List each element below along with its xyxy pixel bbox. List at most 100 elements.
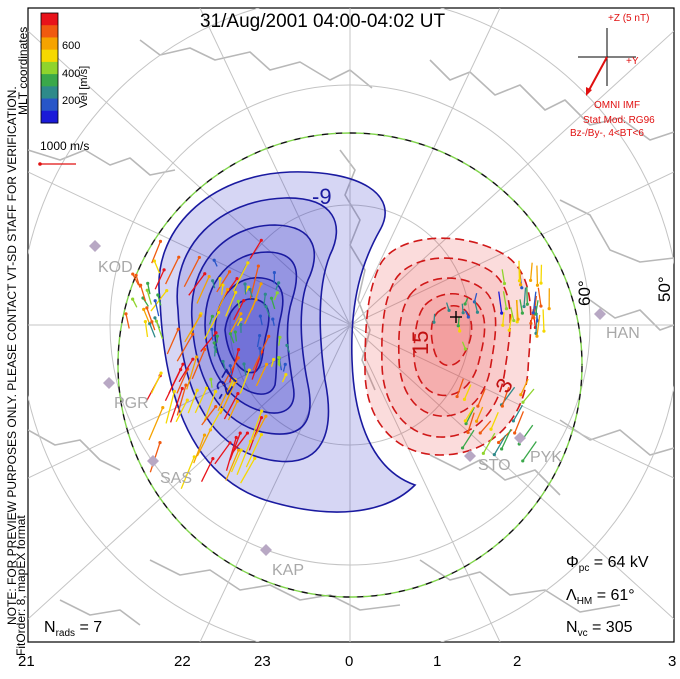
lat-label-50: 50° (655, 276, 674, 302)
velocity-vector-origin (463, 302, 466, 305)
velocity-vector-origin (214, 331, 217, 334)
velocity-vector-origin (463, 398, 466, 401)
velocity-vector-origin (159, 372, 162, 375)
station-label-kod: KOD (98, 259, 133, 276)
velocity-vector-origin (237, 348, 240, 351)
velocity-vector-origin (226, 288, 229, 291)
velocity-vector-origin (539, 282, 542, 285)
velocity-vector-origin (516, 318, 519, 321)
velocity-vector-origin (217, 311, 220, 314)
velocity-vector-origin (161, 406, 164, 409)
velocity-vector-origin (255, 298, 258, 301)
velocity-vector-origin (270, 297, 273, 300)
velocity-vector-origin (458, 329, 461, 332)
velocity-vector-origin (278, 356, 281, 359)
imf-source: OMNI IMF (594, 101, 640, 111)
velocity-vector-origin (181, 363, 184, 366)
velocity-vector-origin (203, 434, 206, 437)
velocity-vector-origin (242, 299, 245, 302)
velocity-vector-origin (142, 308, 145, 311)
velocity-vector-origin (165, 289, 168, 292)
velocity-vector-origin (177, 328, 180, 331)
velocity-vector-origin (211, 457, 214, 460)
velocity-vector-origin (237, 300, 240, 303)
reference-vector-dot (38, 162, 42, 166)
velocity-vector-origin (228, 441, 231, 444)
velocity-vector-origin (464, 422, 467, 425)
velocity-vector-origin (208, 275, 211, 278)
station-label-kap: KAP (272, 562, 304, 579)
velocity-vector-origin (248, 288, 251, 291)
velocity-vector-origin (273, 271, 276, 274)
velocity-vector-origin (284, 373, 287, 376)
coordinates-label: MLT coordinates (17, 5, 29, 115)
velocity-vector-origin (158, 441, 161, 444)
velocity-vector-origin (144, 320, 147, 323)
velocity-vector-origin (211, 315, 214, 318)
velocity-vector-origin (461, 446, 464, 449)
velocity-vector-origin (277, 281, 280, 284)
mlt-tick-2: 2 (513, 654, 521, 669)
velocity-vector-origin (131, 298, 134, 301)
mlt-tick-21: 21 (18, 654, 35, 669)
velocity-vector-origin (501, 404, 504, 407)
velocity-vector-origin (526, 303, 529, 306)
stat-phi-value: = 64 kV (594, 554, 649, 571)
velocity-vector-origin (512, 419, 515, 422)
velocity-vector-origin (539, 304, 542, 307)
velocity-vector-origin (184, 384, 187, 387)
colorbar-swatch (41, 25, 58, 38)
stat-hm-boundary: ΛHM = 61° (566, 588, 635, 607)
velocity-vector-origin (264, 293, 267, 296)
velocity-vector-origin (285, 344, 288, 347)
velocity-vector-origin (179, 368, 182, 371)
velocity-vector-origin (284, 363, 287, 366)
velocity-vector-origin (535, 335, 538, 338)
velocity-vector-origin (508, 329, 511, 332)
imf-y-label: +Y (626, 57, 639, 67)
mlt-tick-0: 0 (345, 654, 353, 669)
velocity-vector-origin (476, 311, 479, 314)
velocity-vector-origin (476, 405, 479, 408)
velocity-vector-origin (214, 405, 217, 408)
velocity-vector (537, 266, 538, 286)
velocity-vector-origin (501, 324, 504, 327)
velocity-vector-origin (155, 320, 158, 323)
velocity-vector-origin (243, 282, 246, 285)
velocity-vector-origin (146, 282, 149, 285)
stat-nrads-sub: rads (56, 628, 75, 639)
stat-radar-count: Nrads = 7 (44, 620, 102, 639)
velocity-vector-origin (264, 415, 267, 418)
velocity-vector-origin (199, 314, 202, 317)
velocity-vector-origin (503, 282, 506, 285)
velocity-vector-origin (489, 428, 492, 431)
velocity-vector-origin (521, 311, 524, 314)
velocity-vector-origin (519, 393, 522, 396)
velocity-vector-origin (479, 431, 482, 434)
stat-nrads-value: = 7 (79, 619, 102, 636)
velocity-vector-origin (257, 264, 260, 267)
velocity-vector-origin (229, 364, 232, 367)
velocity-vector-origin (513, 431, 516, 434)
velocity-vector-origin (186, 398, 189, 401)
lat-label-60: 60° (575, 280, 594, 306)
velocity-vector-origin (260, 409, 263, 412)
velocity-vector (260, 348, 261, 360)
velocity-vector-origin (500, 447, 503, 450)
velocity-vector (543, 309, 544, 331)
station-label-han: HAN (606, 325, 640, 342)
velocity-vector-origin (464, 419, 467, 422)
station-label-pyk: PYK (530, 449, 562, 466)
velocity-vector-origin (258, 347, 261, 350)
imf-bins: Bz-/By-, 4<BT<6 (570, 129, 644, 139)
velocity-vector-origin (237, 449, 240, 452)
velocity-vector-origin (145, 306, 148, 309)
velocity-vector-origin (220, 408, 223, 411)
reference-vector-label: 1000 m/s (40, 139, 89, 153)
velocity-vector-origin (236, 400, 239, 403)
velocity-vector-origin (278, 336, 281, 339)
velocity-vector-origin (154, 299, 157, 302)
colorbar-label: Vel [m/s] (78, 66, 90, 108)
mlt-tick-3: 3 (668, 654, 676, 669)
velocity-vector-origin (221, 360, 224, 363)
